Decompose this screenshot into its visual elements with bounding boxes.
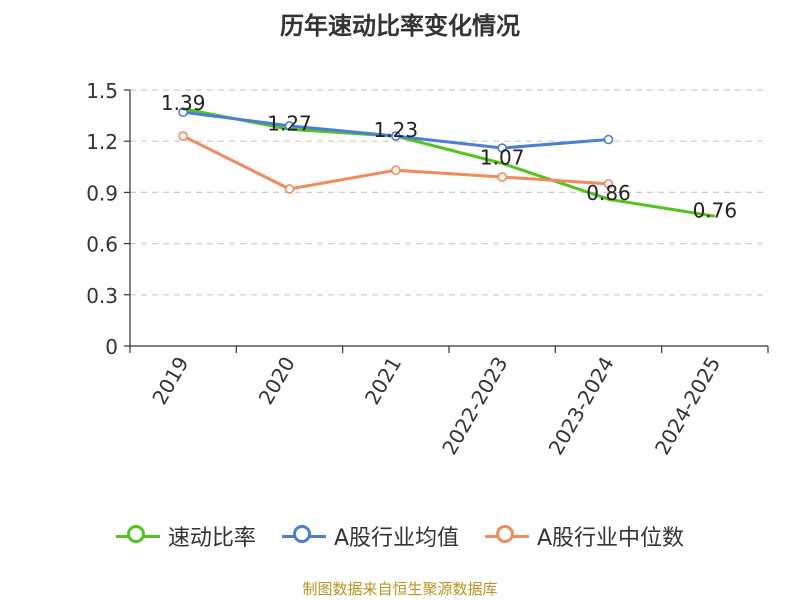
data-point: [497, 172, 507, 182]
x-tick-label: 2023-2024: [544, 353, 619, 459]
y-tick-label: 0.3: [86, 284, 118, 308]
y-tick-label: 0.9: [86, 181, 118, 205]
legend-marker-industry-mean: [281, 522, 326, 550]
data-label: 1.07: [480, 145, 525, 169]
legend-label: 速动比率: [167, 526, 256, 551]
x-tick-label: 2019: [147, 353, 193, 409]
data-point: [391, 131, 401, 141]
series-line-0: [182, 107, 716, 218]
data-label: 0.76: [693, 198, 738, 222]
data-point: [497, 143, 507, 153]
data-label: 1.39: [161, 91, 206, 115]
data-point: [284, 184, 295, 194]
data-point: [603, 134, 614, 145]
y-tick-label: 1.5: [86, 79, 118, 103]
legend: 速动比率 A股行业均值 A股行业中位数: [0, 520, 800, 552]
y-tick-label: 0: [105, 335, 118, 359]
data-point: [391, 165, 401, 176]
legend-item-quick-ratio[interactable]: 速动比率: [115, 520, 256, 552]
x-tick-label: 2020: [254, 353, 300, 409]
legend-marker-quick-ratio: [115, 522, 160, 550]
legend-marker-industry-median: [485, 522, 529, 550]
data-label: 1.23: [374, 118, 419, 142]
chart-title: 历年速动比率变化情况: [280, 12, 520, 40]
legend-label: A股行业均值: [333, 526, 459, 551]
data-label: 0.86: [586, 181, 631, 205]
data-source-note: 制图数据来自恒生聚源数据库: [302, 580, 498, 598]
x-tick-label: 2021: [360, 353, 406, 409]
y-tick-label: 1.2: [86, 130, 118, 154]
data-point: [178, 107, 188, 117]
data-point: [178, 131, 188, 141]
legend-item-industry-median[interactable]: A股行业中位数: [485, 520, 684, 552]
legend-label: A股行业中位数: [537, 526, 685, 551]
x-tick-label: 2022-2023: [437, 352, 512, 458]
legend-item-industry-mean[interactable]: A股行业均值: [281, 520, 459, 552]
y-tick-label: 0.6: [86, 233, 118, 257]
data-point: [603, 179, 614, 189]
data-label: 1.27: [267, 111, 312, 135]
data-point: [284, 121, 295, 131]
x-tick-label: 2024-2025: [650, 353, 725, 459]
